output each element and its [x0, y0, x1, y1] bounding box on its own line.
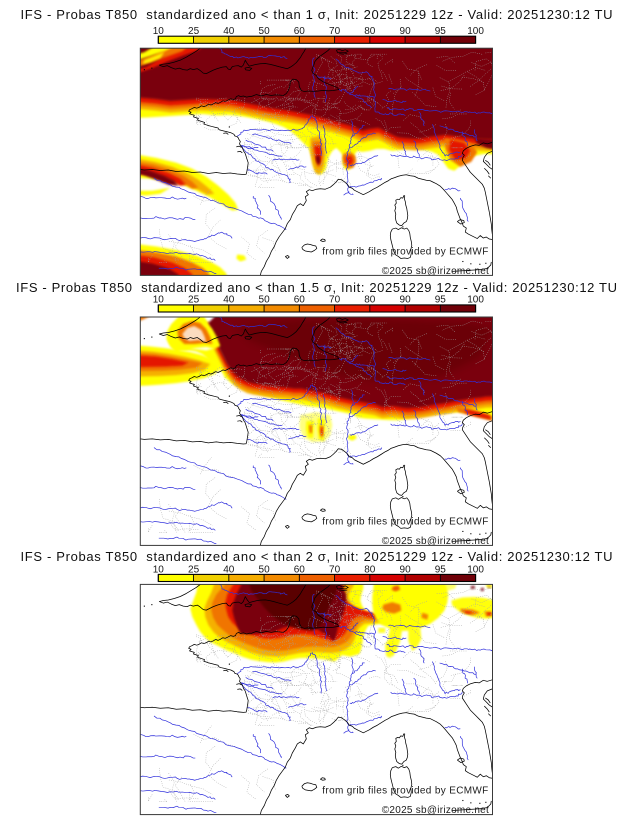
- svg-text:100: 100: [467, 26, 484, 37]
- svg-text:©2025 sb@irizome.net: ©2025 sb@irizome.net: [382, 805, 489, 816]
- svg-text:40: 40: [223, 565, 235, 576]
- svg-text:10: 10: [153, 294, 165, 305]
- svg-text:©2025 sb@irizome.net: ©2025 sb@irizome.net: [382, 536, 489, 547]
- svg-text:50: 50: [259, 26, 271, 37]
- svg-text:70: 70: [329, 565, 341, 576]
- svg-text:80: 80: [364, 294, 376, 305]
- svg-text:10: 10: [153, 565, 165, 576]
- svg-text:70: 70: [329, 26, 341, 37]
- svg-text:80: 80: [364, 565, 376, 576]
- svg-text:80: 80: [364, 26, 376, 37]
- svg-text:from grib files provided by EC: from grib files provided by ECMWF: [322, 247, 488, 258]
- svg-text:©2025 sb@irizome.net: ©2025 sb@irizome.net: [382, 266, 489, 277]
- svg-text:from grib files provided by EC: from grib files provided by ECMWF: [322, 517, 488, 528]
- svg-text:70: 70: [329, 294, 341, 305]
- svg-text:25: 25: [188, 26, 200, 37]
- svg-text:60: 60: [294, 565, 306, 576]
- svg-text:50: 50: [259, 294, 271, 305]
- svg-text:90: 90: [400, 26, 412, 37]
- svg-text:IFS - Probas T850 standardize: IFS - Probas T850 standardized ano < tha…: [21, 7, 613, 22]
- svg-text:100: 100: [467, 294, 484, 305]
- svg-text:95: 95: [435, 294, 447, 305]
- svg-text:IFS - Probas T850 standardize: IFS - Probas T850 standardized ano < tha…: [16, 280, 617, 295]
- svg-text:90: 90: [400, 294, 412, 305]
- svg-text:from grib files provided by EC: from grib files provided by ECMWF: [322, 786, 488, 797]
- svg-text:60: 60: [294, 294, 306, 305]
- svg-text:25: 25: [188, 565, 200, 576]
- svg-text:IFS - Probas T850 standardize: IFS - Probas T850 standardized ano < tha…: [21, 549, 613, 564]
- svg-text:10: 10: [153, 26, 165, 37]
- svg-text:40: 40: [223, 26, 235, 37]
- svg-text:95: 95: [435, 565, 447, 576]
- svg-text:95: 95: [435, 26, 447, 37]
- svg-text:25: 25: [188, 294, 200, 305]
- svg-text:90: 90: [400, 565, 412, 576]
- svg-text:50: 50: [259, 565, 271, 576]
- svg-text:100: 100: [467, 565, 484, 576]
- svg-text:60: 60: [294, 26, 306, 37]
- svg-text:40: 40: [223, 294, 235, 305]
